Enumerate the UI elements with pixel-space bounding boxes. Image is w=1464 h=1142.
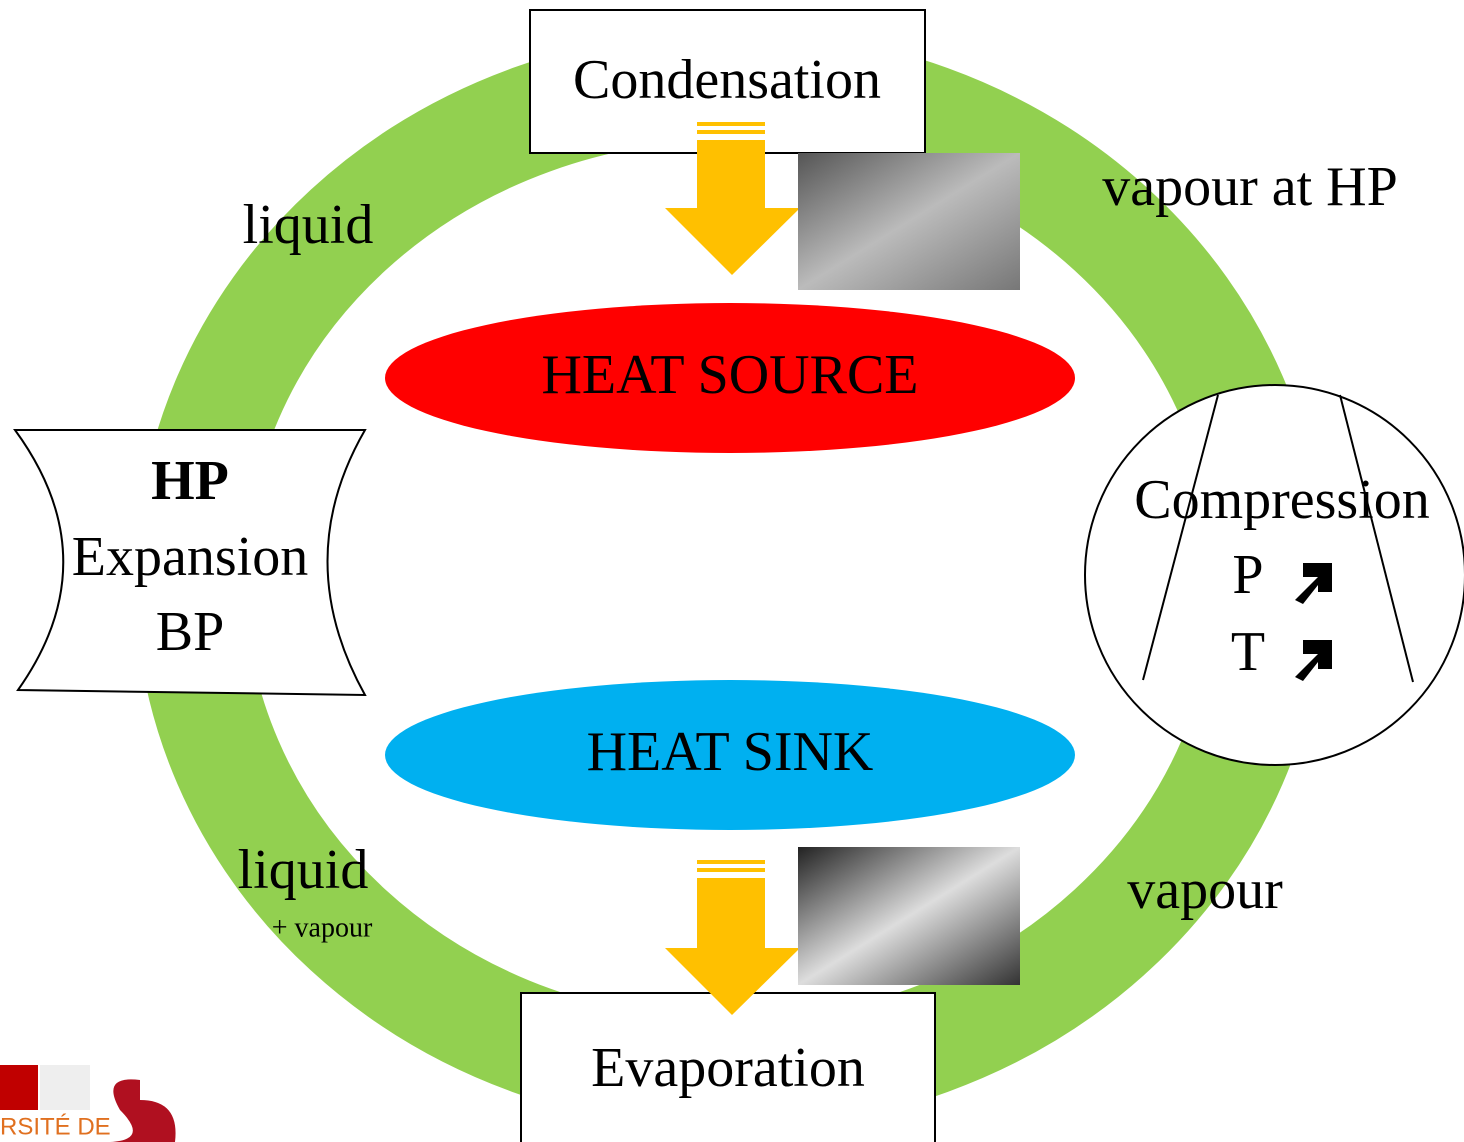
evaporation-photo: [798, 847, 1020, 985]
plus-vapour-label: + vapour: [272, 912, 373, 943]
expansion-valve: [13, 429, 367, 697]
temperature-label: T: [1231, 621, 1265, 683]
arrow-down: [665, 122, 800, 275]
compressor-line: [1339, 394, 1414, 683]
condensation-box: [529, 9, 926, 154]
liquid-label: liquid: [238, 839, 369, 901]
pressure-label: P: [1232, 544, 1263, 606]
up-arrow: [1295, 563, 1332, 604]
vapour-label: vapour: [1127, 859, 1283, 921]
heat-source: [385, 303, 1075, 453]
up-arrow: [1295, 640, 1332, 681]
expansion-bp: BP: [156, 601, 225, 663]
expansion-hp: HP: [151, 450, 229, 512]
logo: RSITÉ DE: [0, 1065, 176, 1142]
vapour-hp-label: vapour at HP: [1102, 156, 1398, 218]
logo-text: RSITÉ DE: [0, 1113, 111, 1140]
arrow-down: [665, 860, 800, 1015]
liquid-label: liquid: [243, 194, 374, 256]
heat-source-label: HEAT SOURCE: [541, 344, 918, 406]
compressor-line: [1142, 394, 1219, 681]
compressor: [1084, 384, 1464, 766]
condensation-label: Condensation: [573, 49, 881, 111]
condensation-photo: [798, 153, 1020, 290]
heat-sink: [385, 680, 1075, 830]
compression-label: Compression: [1134, 469, 1430, 531]
expansion-label: Expansion: [72, 526, 308, 588]
evaporation-label: Evaporation: [591, 1037, 865, 1099]
evaporation-box: [520, 992, 936, 1142]
heat-sink-label: HEAT SINK: [587, 721, 874, 783]
